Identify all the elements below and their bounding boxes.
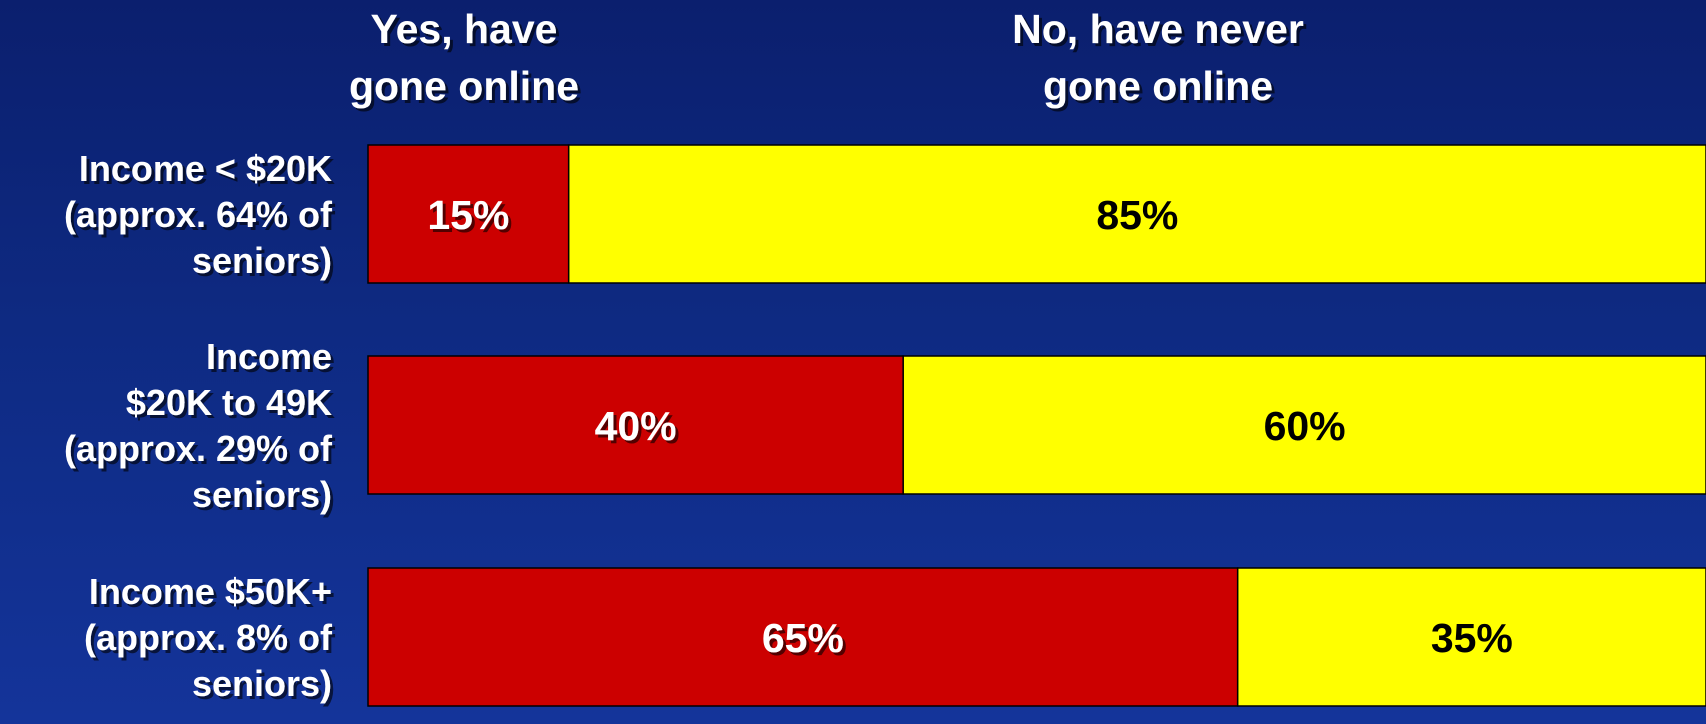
bar-no [902, 355, 1706, 495]
category-label-line: seniors) [192, 240, 332, 281]
category-label-line: Income $50K+ [89, 571, 332, 612]
category-label: Income $50K+ (approx. 8% of seniors) [84, 571, 333, 704]
data-label: 65% [762, 615, 844, 661]
category-label: Income < $20K (approx. 64% of seniors) [64, 148, 333, 281]
legend-label-line: gone online [1043, 63, 1273, 109]
category-label: Income $20K to 49K (approx. 29% of seniors) [64, 336, 333, 515]
category-label-line: Income < $20K [79, 148, 332, 189]
legend-entry-no: No, have never gone online [1012, 6, 1304, 109]
data-label: 35% [1431, 615, 1513, 661]
data-label: 15% [427, 192, 509, 238]
bar-yes [367, 144, 570, 284]
category-label-line: $20K to 49K [126, 382, 332, 423]
category-label-line: (approx. 64% of [64, 194, 333, 235]
data-label: 60% [1264, 403, 1346, 449]
legend-label-line: Yes, have [371, 6, 558, 52]
data-label: 40% [595, 403, 677, 449]
legend-entry-yes: Yes, have gone online [349, 6, 579, 109]
legend-label-line: No, have never [1012, 6, 1304, 52]
bar-yes [367, 355, 904, 495]
bar-no [567, 144, 1706, 284]
category-label-line: (approx. 8% of [84, 617, 333, 658]
data-label: 85% [1096, 192, 1178, 238]
category-label-line: Income [206, 336, 332, 377]
legend-label-line: gone online [349, 63, 579, 109]
category-label-line: seniors) [192, 474, 332, 515]
category-label-line: seniors) [192, 663, 332, 704]
category-label-line: (approx. 29% of [64, 428, 333, 469]
bar-yes [367, 567, 1239, 707]
